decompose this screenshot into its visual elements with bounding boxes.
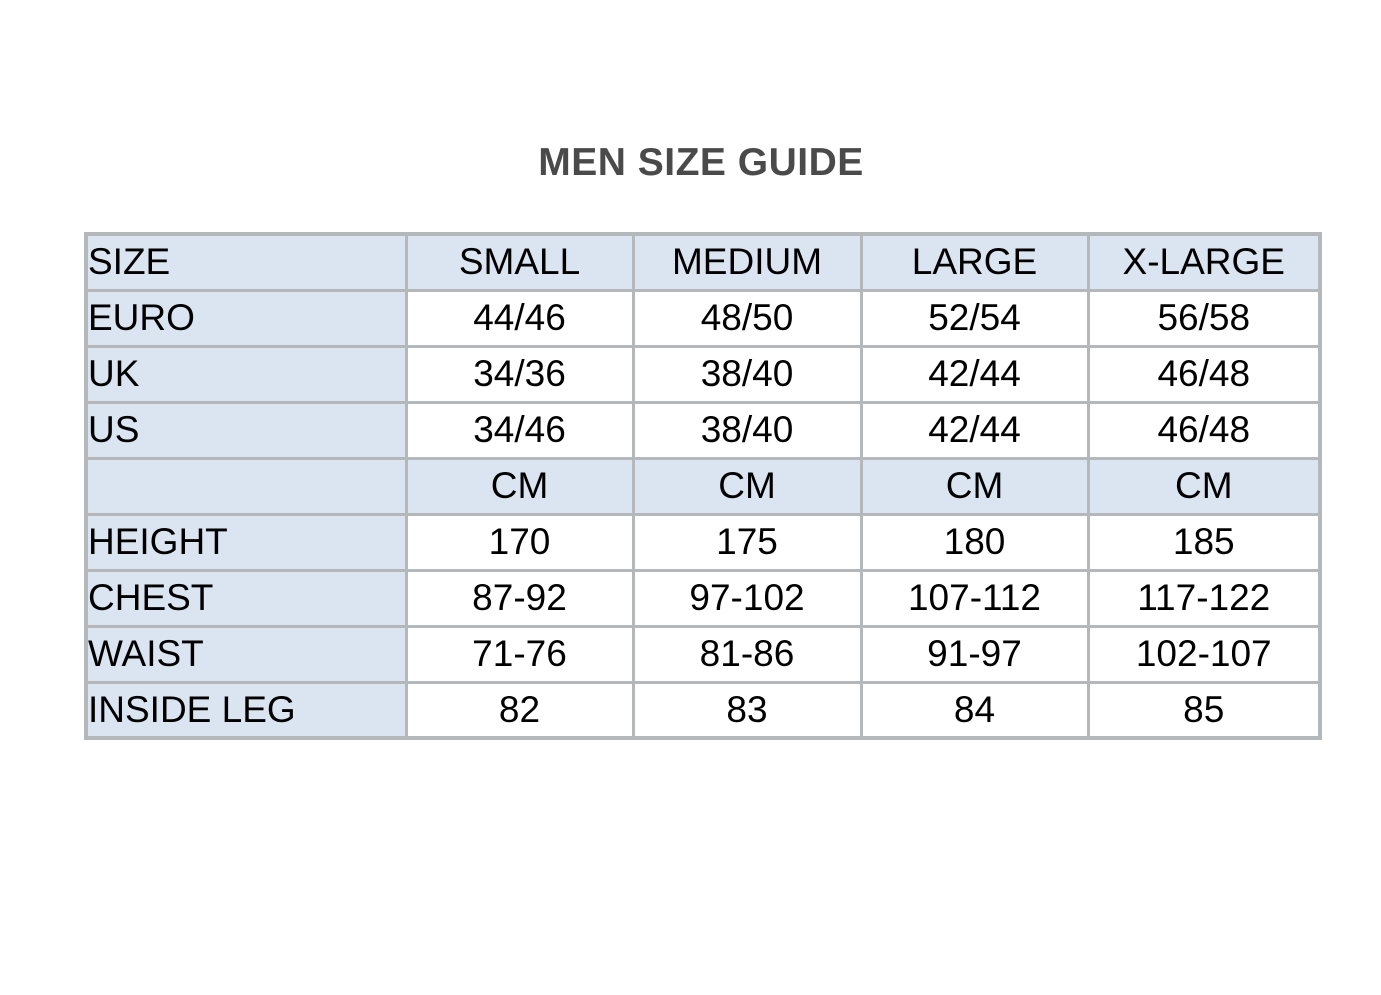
header-cell-large: LARGE (859, 232, 1090, 292)
value-cell: 117-122 (1086, 568, 1322, 628)
unit-cell: CM (404, 456, 635, 516)
value-cell: 71-76 (404, 624, 635, 684)
table-header-row: SIZE SMALL MEDIUM LARGE X-LARGE (84, 232, 1322, 292)
value-cell: 84 (859, 680, 1090, 740)
header-cell-size: SIZE (84, 232, 408, 292)
value-cell: 46/48 (1086, 400, 1322, 460)
page-title: MEN SIZE GUIDE (538, 141, 864, 184)
unit-cell: CM (859, 456, 1090, 516)
unit-cell: CM (1086, 456, 1322, 516)
row-label-cell: WAIST (84, 624, 408, 684)
table-row-us: US 34/46 38/40 42/44 46/48 (84, 400, 1322, 460)
value-cell: 170 (404, 512, 635, 572)
row-label-cell: UK (84, 344, 408, 404)
value-cell: 107-112 (859, 568, 1090, 628)
value-cell: 97-102 (631, 568, 863, 628)
row-label-cell (84, 456, 408, 516)
value-cell: 38/40 (631, 400, 863, 460)
value-cell: 48/50 (631, 288, 863, 348)
value-cell: 44/46 (404, 288, 635, 348)
value-cell: 87-92 (404, 568, 635, 628)
value-cell: 85 (1086, 680, 1322, 740)
table-row-units: CM CM CM CM (84, 456, 1322, 516)
table-row-inside-leg: INSIDE LEG 82 83 84 85 (84, 680, 1322, 740)
row-label-cell: US (84, 400, 408, 460)
value-cell: 56/58 (1086, 288, 1322, 348)
value-cell: 82 (404, 680, 635, 740)
table-row-waist: WAIST 71-76 81-86 91-97 102-107 (84, 624, 1322, 684)
header-cell-x-large: X-LARGE (1086, 232, 1322, 292)
value-cell: 34/36 (404, 344, 635, 404)
table-row-euro: EURO 44/46 48/50 52/54 56/58 (84, 288, 1322, 348)
value-cell: 81-86 (631, 624, 863, 684)
value-cell: 175 (631, 512, 863, 572)
value-cell: 52/54 (859, 288, 1090, 348)
unit-cell: CM (631, 456, 863, 516)
value-cell: 185 (1086, 512, 1322, 572)
table-row-chest: CHEST 87-92 97-102 107-112 117-122 (84, 568, 1322, 628)
value-cell: 91-97 (859, 624, 1090, 684)
row-label-cell: EURO (84, 288, 408, 348)
value-cell: 180 (859, 512, 1090, 572)
header-cell-medium: MEDIUM (631, 232, 863, 292)
table-row-height: HEIGHT 170 175 180 185 (84, 512, 1322, 572)
value-cell: 38/40 (631, 344, 863, 404)
header-cell-small: SMALL (404, 232, 635, 292)
value-cell: 83 (631, 680, 863, 740)
value-cell: 34/46 (404, 400, 635, 460)
table-row-uk: UK 34/36 38/40 42/44 46/48 (84, 344, 1322, 404)
value-cell: 46/48 (1086, 344, 1322, 404)
row-label-cell: CHEST (84, 568, 408, 628)
value-cell: 42/44 (859, 400, 1090, 460)
row-label-cell: INSIDE LEG (84, 680, 408, 740)
value-cell: 102-107 (1086, 624, 1322, 684)
size-guide-table: SIZE SMALL MEDIUM LARGE X-LARGE EURO 44/… (84, 232, 1322, 740)
row-label-cell: HEIGHT (84, 512, 408, 572)
value-cell: 42/44 (859, 344, 1090, 404)
